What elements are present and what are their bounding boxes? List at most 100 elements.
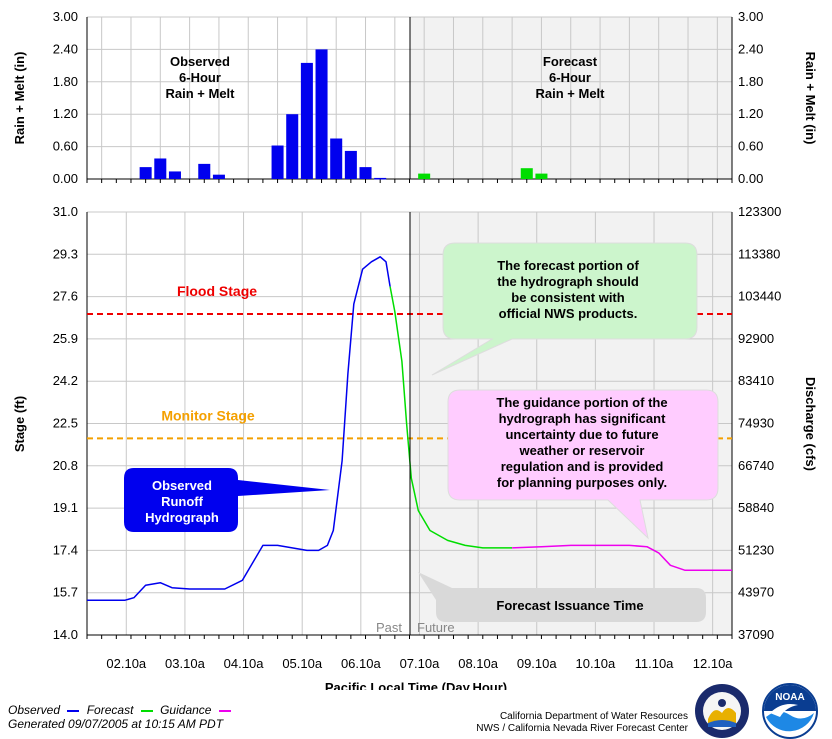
stage-xtick: 06.10a	[341, 656, 382, 671]
observed-rain-bar	[300, 62, 313, 179]
stage-panel: Flood Stage Monitor Stage Past Future 14…	[12, 204, 818, 690]
observed-rain-label: Observed 6-Hour Rain + Melt	[166, 54, 236, 101]
guidance-series-line	[512, 544, 732, 572]
forecast-callout: The forecast portion of the hydrograph sh…	[431, 242, 698, 376]
discharge-ytick-right: 66740	[738, 458, 774, 473]
x-axis-label: Pacific Local Time (Day.Hour)	[325, 680, 507, 690]
past-label: Past	[376, 620, 402, 635]
stage-xtick: 08.10a	[458, 656, 499, 671]
flood-stage-label: Flood Stage	[177, 283, 257, 299]
issuance-callout: Forecast Issuance Time	[418, 572, 706, 622]
legend-guidance-label: Guidance	[160, 703, 212, 717]
discharge-ytick-right: 123300	[738, 204, 781, 219]
agency-credits: California Department of Water Resources…	[400, 711, 688, 735]
observed-rain-bar	[168, 171, 181, 179]
forecast-rain-bar	[520, 168, 533, 179]
rain-ytick-left: 0.60	[53, 139, 78, 154]
rain-ytick-right: 0.60	[738, 139, 763, 154]
observed-rain-bar	[359, 167, 372, 179]
rain-ytick-right: 3.00	[738, 9, 763, 24]
stage-xtick: 03.10a	[165, 656, 206, 671]
stage-xtick: 02.10a	[106, 656, 147, 671]
rain-ytick-right: 1.20	[738, 106, 763, 121]
observed-rain-bar	[315, 49, 328, 180]
discharge-ytick-right: 58840	[738, 500, 774, 515]
legend-guidance-swatch	[218, 709, 231, 712]
hydrograph-chart: 0.00 0.00 0.60 0.60 1.20 1.20 1.80 1.80 2.40 2.40…	[12, 9, 818, 690]
legend: Observed Forecast Guidance Generated 09/…	[8, 703, 235, 731]
legend-observed-swatch	[67, 709, 80, 712]
guidance-note: The guidance portion of the hydrograph ha…	[496, 395, 667, 490]
rain-ytick-left: 0.00	[53, 171, 78, 186]
rain-ylabel-right: Rain + Melt (in)	[803, 52, 818, 145]
noaa-logo-icon: NOAA	[762, 683, 818, 739]
stage-ylabel-right: Discharge (cfs)	[803, 377, 818, 471]
rain-ylabel-left: Rain + Melt (in)	[12, 52, 27, 145]
stage-xtick: 10.10a	[575, 656, 616, 671]
generated-timestamp: Generated 09/07/2005 at 10:15 AM PDT	[8, 717, 224, 731]
monitor-stage-label: Monitor Stage	[161, 407, 255, 423]
stage-ytick-left: 25.9	[53, 331, 78, 346]
rain-ytick-right: 2.40	[738, 41, 763, 56]
stage-ytick-left: 15.7	[53, 585, 78, 600]
stage-ytick-left: 31.0	[53, 204, 78, 219]
stage-xtick: 12.10a	[693, 656, 734, 671]
noaa-logo-text: NOAA	[775, 692, 804, 703]
legend-forecast-label: Forecast	[86, 703, 134, 717]
stage-ylabel-left: Stage (ft)	[12, 396, 27, 452]
guidance-callout: The guidance portion of the hydrograph ha…	[447, 389, 719, 540]
forecast-rain-label: Forecast 6-Hour Rain + Melt	[536, 54, 606, 101]
agency-line-1: California Department of Water Resources	[499, 711, 688, 722]
observed-rain-bar	[374, 177, 387, 180]
stage-xtick: 11.10a	[635, 656, 675, 671]
rain-panel: 0.00 0.00 0.60 0.60 1.20 1.20 1.80 1.80 2.40 2.40…	[12, 9, 818, 186]
rain-ytick-left: 2.40	[53, 41, 78, 56]
stage-ytick-left: 14.0	[53, 627, 78, 642]
observed-rain-bar	[286, 114, 299, 179]
observed-series-line	[87, 256, 391, 601]
agency-line-2: NWS / California Nevada River Forecast C…	[476, 723, 688, 734]
observed-rain-bar	[212, 174, 225, 179]
stage-xtick: 07.10a	[400, 656, 441, 671]
rain-ytick-left: 3.00	[53, 9, 78, 24]
legend-observed-label: Observed	[8, 703, 61, 717]
discharge-ytick-right: 43970	[738, 585, 774, 600]
discharge-ytick-right: 51230	[738, 542, 774, 557]
discharge-ytick-right: 113380	[738, 246, 780, 261]
stage-ytick-left: 24.2	[53, 373, 78, 388]
forecast-note: The forecast portion of the hydrograph sh…	[497, 258, 639, 321]
stage-xtick: 09.10a	[517, 656, 558, 671]
rain-ytick-left: 1.80	[53, 74, 78, 89]
discharge-ytick-right: 83410	[738, 373, 774, 388]
rain-ytick-right: 1.80	[738, 74, 763, 89]
observed-rain-bar	[330, 138, 343, 179]
legend-forecast-swatch	[140, 709, 153, 712]
forecast-rain-bar	[535, 173, 548, 179]
observed-rain-bar	[154, 158, 167, 179]
observed-callout: Observed Runoff Hydrograph	[124, 468, 330, 532]
observed-rain-bar	[344, 150, 357, 179]
stage-ytick-left: 22.5	[53, 416, 78, 431]
rain-ytick-left: 1.20	[53, 106, 78, 121]
observed-rain-bar	[198, 163, 211, 179]
discharge-ytick-right: 37090	[738, 627, 774, 642]
future-label: Future	[417, 620, 455, 635]
discharge-ytick-right: 92900	[738, 331, 774, 346]
observed-rain-bar	[139, 167, 152, 179]
stage-ytick-left: 19.1	[53, 500, 78, 515]
discharge-ytick-right: 103440	[738, 289, 781, 304]
observed-rain-bar	[271, 145, 284, 179]
rain-ytick-right: 0.00	[738, 171, 763, 186]
stage-xtick: 05.10a	[282, 656, 323, 671]
stage-xtick: 04.10a	[224, 656, 265, 671]
discharge-ytick-right: 74930	[738, 416, 774, 431]
stage-ytick-left: 27.6	[53, 289, 78, 304]
stage-ytick-left: 17.4	[53, 542, 78, 557]
dwr-seal-icon	[695, 684, 749, 738]
forecast-rain-bar	[418, 173, 431, 179]
forecast-series-line	[389, 286, 513, 549]
stage-ytick-left: 20.8	[53, 458, 78, 473]
stage-ytick-left: 29.3	[53, 246, 78, 261]
issuance-note: Forecast Issuance Time	[496, 598, 643, 613]
legend-row: Observed Forecast Guidance	[8, 703, 235, 717]
